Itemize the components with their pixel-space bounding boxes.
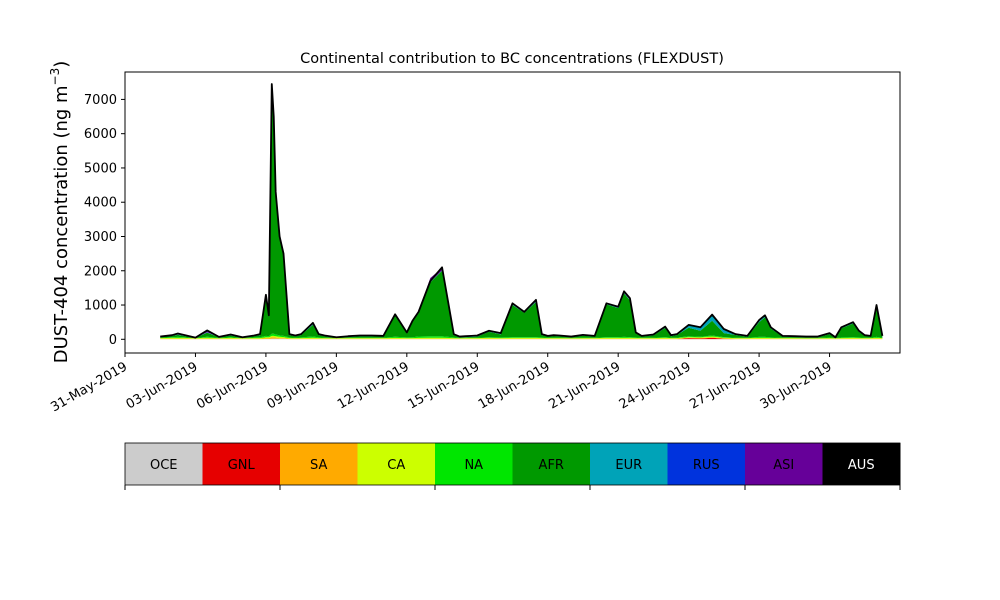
y-axis-label-sup: −3 — [48, 68, 62, 86]
x-tick-label: 30-Jun-2019 — [758, 359, 835, 412]
x-tick-label: 03-Jun-2019 — [124, 359, 201, 412]
area-ca — [160, 335, 883, 339]
y-tick-label: 2000 — [84, 264, 117, 279]
area-gnl — [160, 337, 883, 340]
x-tick-label: 27-Jun-2019 — [687, 359, 764, 412]
y-tick-label: 6000 — [84, 127, 117, 142]
legend-label-na: NA — [464, 458, 483, 473]
x-tick-label: 24-Jun-2019 — [617, 359, 694, 412]
legend-swatch-asi — [745, 443, 823, 485]
legend-swatch-na — [435, 443, 513, 485]
legend-label-asi: ASI — [773, 458, 794, 473]
plot-frame — [124, 71, 901, 354]
y-tick-label: 5000 — [84, 161, 117, 176]
legend-label-rus: RUS — [693, 458, 720, 473]
y-tick-label: 7000 — [84, 93, 117, 108]
x-tick-label: 12-Jun-2019 — [335, 359, 412, 412]
legend-swatch-oce — [125, 443, 203, 485]
legend-label-sa: SA — [310, 458, 327, 473]
x-axis: 31-May-201903-Jun-201906-Jun-201909-Jun-… — [48, 353, 835, 415]
chart-title: Continental contribution to BC concentra… — [300, 51, 724, 67]
legend-label-eur: EUR — [615, 458, 642, 473]
legend-swatch-sa — [280, 443, 358, 485]
x-tick-label: 18-Jun-2019 — [476, 359, 553, 412]
total-outline — [160, 83, 884, 339]
legend-frame — [124, 442, 901, 486]
x-tick-label: 21-Jun-2019 — [546, 359, 623, 412]
legend-swatch-afr — [512, 443, 591, 485]
x-tick-label: 09-Jun-2019 — [265, 359, 342, 412]
y-axis: 0 1000 2000 3000 4000 5000 6000 7000 — [84, 93, 125, 348]
x-tick-label: 15-Jun-2019 — [405, 359, 482, 412]
area-na — [160, 333, 883, 339]
x-tick-label: 06-Jun-2019 — [194, 359, 271, 412]
stacked-areas — [160, 83, 883, 340]
legend-swatch-ca — [357, 443, 436, 485]
legend-colorbar: OCE GNL SA CA NA AFR EUR RUS ASI AUS — [124, 442, 901, 490]
y-axis-label: DUST-404 concentration (ng m−3) — [48, 61, 72, 364]
y-tick-label: 0 — [109, 333, 117, 348]
legend-label-gnl: GNL — [228, 458, 256, 473]
y-tick-label: 1000 — [84, 299, 117, 314]
area-sa — [160, 337, 883, 340]
legend-swatch-gnl — [202, 443, 281, 485]
legend-label-oce: OCE — [150, 458, 178, 473]
legend-label-ca: CA — [387, 458, 405, 473]
legend-swatch-eur — [590, 443, 668, 485]
legend-label-aus: AUS — [848, 458, 875, 473]
y-axis-label-close: ) — [51, 61, 72, 68]
y-tick-label: 4000 — [84, 196, 117, 211]
y-axis-label-main: DUST-404 concentration (ng m — [51, 85, 72, 363]
y-tick-label: 3000 — [84, 230, 117, 245]
legend-label-afr: AFR — [539, 458, 564, 473]
legend-swatch-aus — [822, 443, 901, 485]
legend-swatch-rus — [667, 443, 746, 485]
x-tick-label: 31-May-2019 — [48, 359, 130, 415]
